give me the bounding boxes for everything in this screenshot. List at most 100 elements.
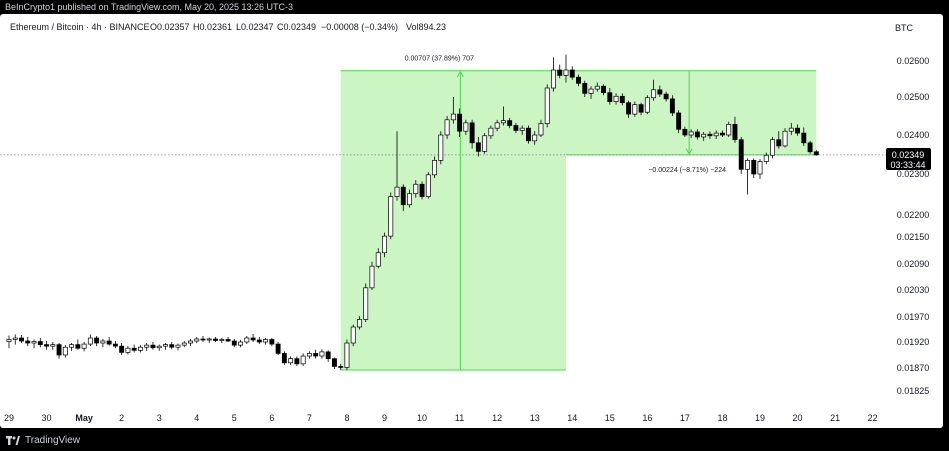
legend-volume: Vol894.23 [406,22,446,32]
time-tick-label: 21 [830,413,840,423]
candle [644,95,650,115]
candle [463,119,469,135]
candle-body-down [269,339,275,345]
candle [275,342,281,355]
candle [100,339,106,348]
price-axis[interactable]: 0.02600 0.02500 0.02400 0.02300 0.02200 0.021… [897,56,930,396]
price-tick-label: 0.02090 [897,259,930,269]
candle-body-down [94,337,100,344]
candle-body-down [719,132,725,136]
candle [225,337,231,342]
candle [350,324,356,347]
candle [488,125,494,139]
time-tick-label: 20 [793,413,803,423]
time-tick-label: 29 [4,413,14,423]
candle [144,343,150,351]
candle [576,74,581,87]
candle-body-down [457,113,463,132]
candle [525,125,531,144]
legend-close: C0.02349 [277,22,316,32]
candle-body-up [407,193,412,206]
candle [494,119,500,132]
time-tick-label: 8 [344,413,349,423]
candle-body-up [432,160,438,176]
candle-body-down [313,353,319,357]
candle-body-down [169,344,175,348]
candle-body-up [69,344,75,348]
candle-body-up [238,341,244,346]
time-tick-label: 18 [717,413,727,423]
candle-body-up [206,338,212,341]
candle-body-up [344,342,350,368]
time-axis[interactable]: 29 30 May 2 3 4 5 6 7 8 9 10 11 12 13 14 15 16 17 18 19 20 21 2… [4,413,878,423]
candle-body-down [44,344,50,347]
price-chart[interactable]: Ethereum / Bitcoin · 4h · BINANCE O0.023… [0,14,943,428]
tradingview-logo-icon [6,436,20,445]
candle [425,172,431,199]
candle [669,95,675,116]
down-arrow-head [685,148,693,155]
candle-body-down [231,340,237,346]
candle [188,339,193,347]
candle-body-up [137,346,143,351]
candle [181,341,187,348]
candle [626,100,632,118]
candle-body-down [213,338,218,341]
candle [607,88,613,105]
measure-zones[interactable] [340,70,817,371]
time-tick-label: 12 [492,413,502,423]
candle [163,343,168,350]
candle [776,131,782,149]
candle-body-down [813,151,819,156]
candle [313,349,319,359]
candle-body-down [469,122,475,144]
candle-body-up [244,337,250,343]
candle [651,79,657,101]
currency-label: BTC [895,23,914,33]
candle-body-up [544,87,550,124]
candle [12,334,18,345]
candle [81,342,87,352]
candle [438,131,444,165]
candle [19,335,24,344]
price-tick-label: 0.02030 [897,285,930,295]
candle [200,336,206,342]
price-tick-label: 0.01970 [897,312,930,322]
candle [357,316,362,330]
candle [532,131,538,145]
candle-body-down [256,339,262,343]
candle [206,337,212,344]
candle [62,345,68,358]
time-tick-label: 22 [868,413,878,423]
legend-symbol[interactable]: Ethereum / Bitcoin · 4h · BINANCE [10,22,150,32]
candle [707,131,713,139]
candle [701,131,707,141]
candle-body-up [181,342,187,346]
candle [125,346,131,355]
candle [751,158,757,179]
candle-body-down [525,127,531,142]
candle-body-down [795,127,801,134]
candle [557,64,563,79]
candle-body-up [551,69,556,89]
candle-body-down [338,366,344,368]
candle [56,343,62,359]
candle-body-down [738,139,744,170]
candle-body-down [801,132,807,144]
candle-body-down [582,82,588,94]
candle [94,336,100,347]
candle-body-up [688,131,694,136]
price-tick-label: 0.02300 [897,169,930,179]
time-tick-label: 19 [755,413,765,423]
time-tick-label: 5 [232,413,237,423]
chart-panel[interactable]: Ethereum / Bitcoin · 4h · BINANCE O0.023… [0,14,943,428]
candle [169,342,175,350]
up-measure-label: 0.00707 (37.89%) 707 [405,56,474,63]
candle [263,338,269,345]
time-tick-label: 30 [42,413,52,423]
candle-body-down [150,344,156,349]
candle-body-up [382,235,387,254]
candle [807,140,813,154]
price-tick-label: 0.02200 [897,210,930,220]
candle-body-up [100,340,106,344]
